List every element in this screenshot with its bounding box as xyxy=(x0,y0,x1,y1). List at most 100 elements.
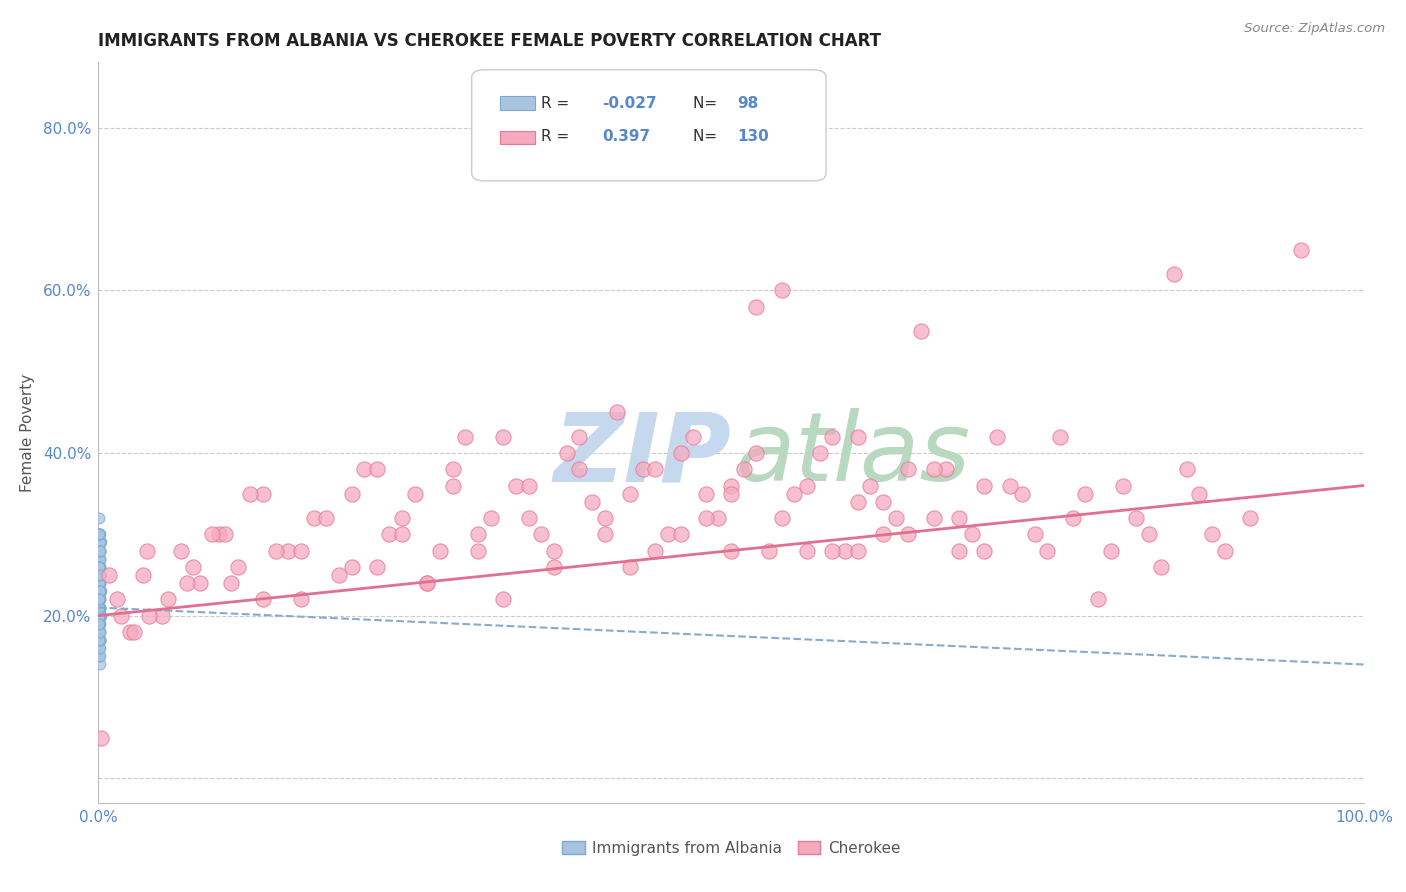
Point xyxy=(87,616,110,631)
Point xyxy=(87,511,110,525)
Point xyxy=(657,527,679,541)
Point xyxy=(252,486,274,500)
Point xyxy=(340,486,363,500)
Point xyxy=(89,641,111,656)
Point xyxy=(619,559,641,574)
Text: Source: ZipAtlas.com: Source: ZipAtlas.com xyxy=(1244,22,1385,36)
Point xyxy=(758,543,780,558)
Point xyxy=(87,649,110,664)
Point xyxy=(87,568,110,582)
Point xyxy=(808,446,831,460)
Point xyxy=(846,543,869,558)
Point xyxy=(631,462,654,476)
Point xyxy=(135,543,157,558)
Point xyxy=(1239,511,1261,525)
Point xyxy=(89,559,111,574)
Point xyxy=(226,559,249,574)
Point xyxy=(467,527,489,541)
Point xyxy=(87,633,110,648)
Point xyxy=(89,576,111,591)
Point xyxy=(897,527,920,541)
Point xyxy=(1188,486,1211,500)
Point xyxy=(290,543,312,558)
Point xyxy=(733,462,755,476)
Point xyxy=(264,543,287,558)
Point xyxy=(87,616,110,631)
Point xyxy=(122,624,145,639)
Point xyxy=(89,559,111,574)
Point xyxy=(517,511,540,525)
Point xyxy=(669,527,692,541)
Point xyxy=(87,584,110,599)
Point xyxy=(1049,430,1071,444)
Point xyxy=(1024,527,1046,541)
Point xyxy=(87,600,110,615)
Point xyxy=(90,535,112,549)
Point xyxy=(89,633,111,648)
Point xyxy=(87,592,110,607)
FancyBboxPatch shape xyxy=(471,70,825,181)
Point xyxy=(89,543,111,558)
Point xyxy=(89,600,111,615)
Point xyxy=(214,527,236,541)
Point xyxy=(138,608,160,623)
Text: N=: N= xyxy=(693,129,723,144)
Point xyxy=(441,462,464,476)
Point xyxy=(543,543,565,558)
Point xyxy=(89,584,111,599)
Point xyxy=(378,527,401,541)
Point xyxy=(555,446,578,460)
FancyBboxPatch shape xyxy=(499,130,536,144)
Text: N=: N= xyxy=(693,95,723,111)
Point xyxy=(97,568,120,582)
Point xyxy=(454,430,477,444)
Point xyxy=(1289,243,1312,257)
Point xyxy=(89,568,111,582)
Point xyxy=(682,430,704,444)
Point xyxy=(89,624,111,639)
Point xyxy=(89,657,111,672)
Point xyxy=(1175,462,1198,476)
Point xyxy=(391,511,413,525)
Point xyxy=(90,731,112,745)
Point xyxy=(89,608,111,623)
FancyBboxPatch shape xyxy=(499,96,536,110)
Point xyxy=(89,568,111,582)
Point xyxy=(89,568,111,582)
Point xyxy=(89,600,111,615)
Point xyxy=(89,551,111,566)
Point xyxy=(720,486,742,500)
Point xyxy=(644,462,666,476)
Point xyxy=(89,568,111,582)
Point xyxy=(208,527,231,541)
Point xyxy=(404,486,426,500)
Point xyxy=(884,511,907,525)
Point xyxy=(581,495,603,509)
Point xyxy=(1087,592,1109,607)
Point xyxy=(183,559,205,574)
Point xyxy=(821,430,844,444)
Point xyxy=(948,543,970,558)
Point xyxy=(315,511,337,525)
Point xyxy=(89,624,111,639)
Point xyxy=(87,600,110,615)
Point xyxy=(695,486,717,500)
Point xyxy=(90,584,112,599)
Point xyxy=(87,527,110,541)
Point xyxy=(416,576,439,591)
Point xyxy=(150,608,173,623)
Point xyxy=(89,649,111,664)
Point xyxy=(87,616,110,631)
Point xyxy=(492,592,515,607)
Point xyxy=(89,608,111,623)
Point xyxy=(89,584,111,599)
Point xyxy=(302,511,325,525)
Point xyxy=(89,600,111,615)
Text: ZIP: ZIP xyxy=(553,409,731,501)
Point xyxy=(87,568,110,582)
Point xyxy=(530,527,553,541)
Point xyxy=(89,559,111,574)
Point xyxy=(87,592,110,607)
Point xyxy=(89,568,111,582)
Point xyxy=(239,486,262,500)
